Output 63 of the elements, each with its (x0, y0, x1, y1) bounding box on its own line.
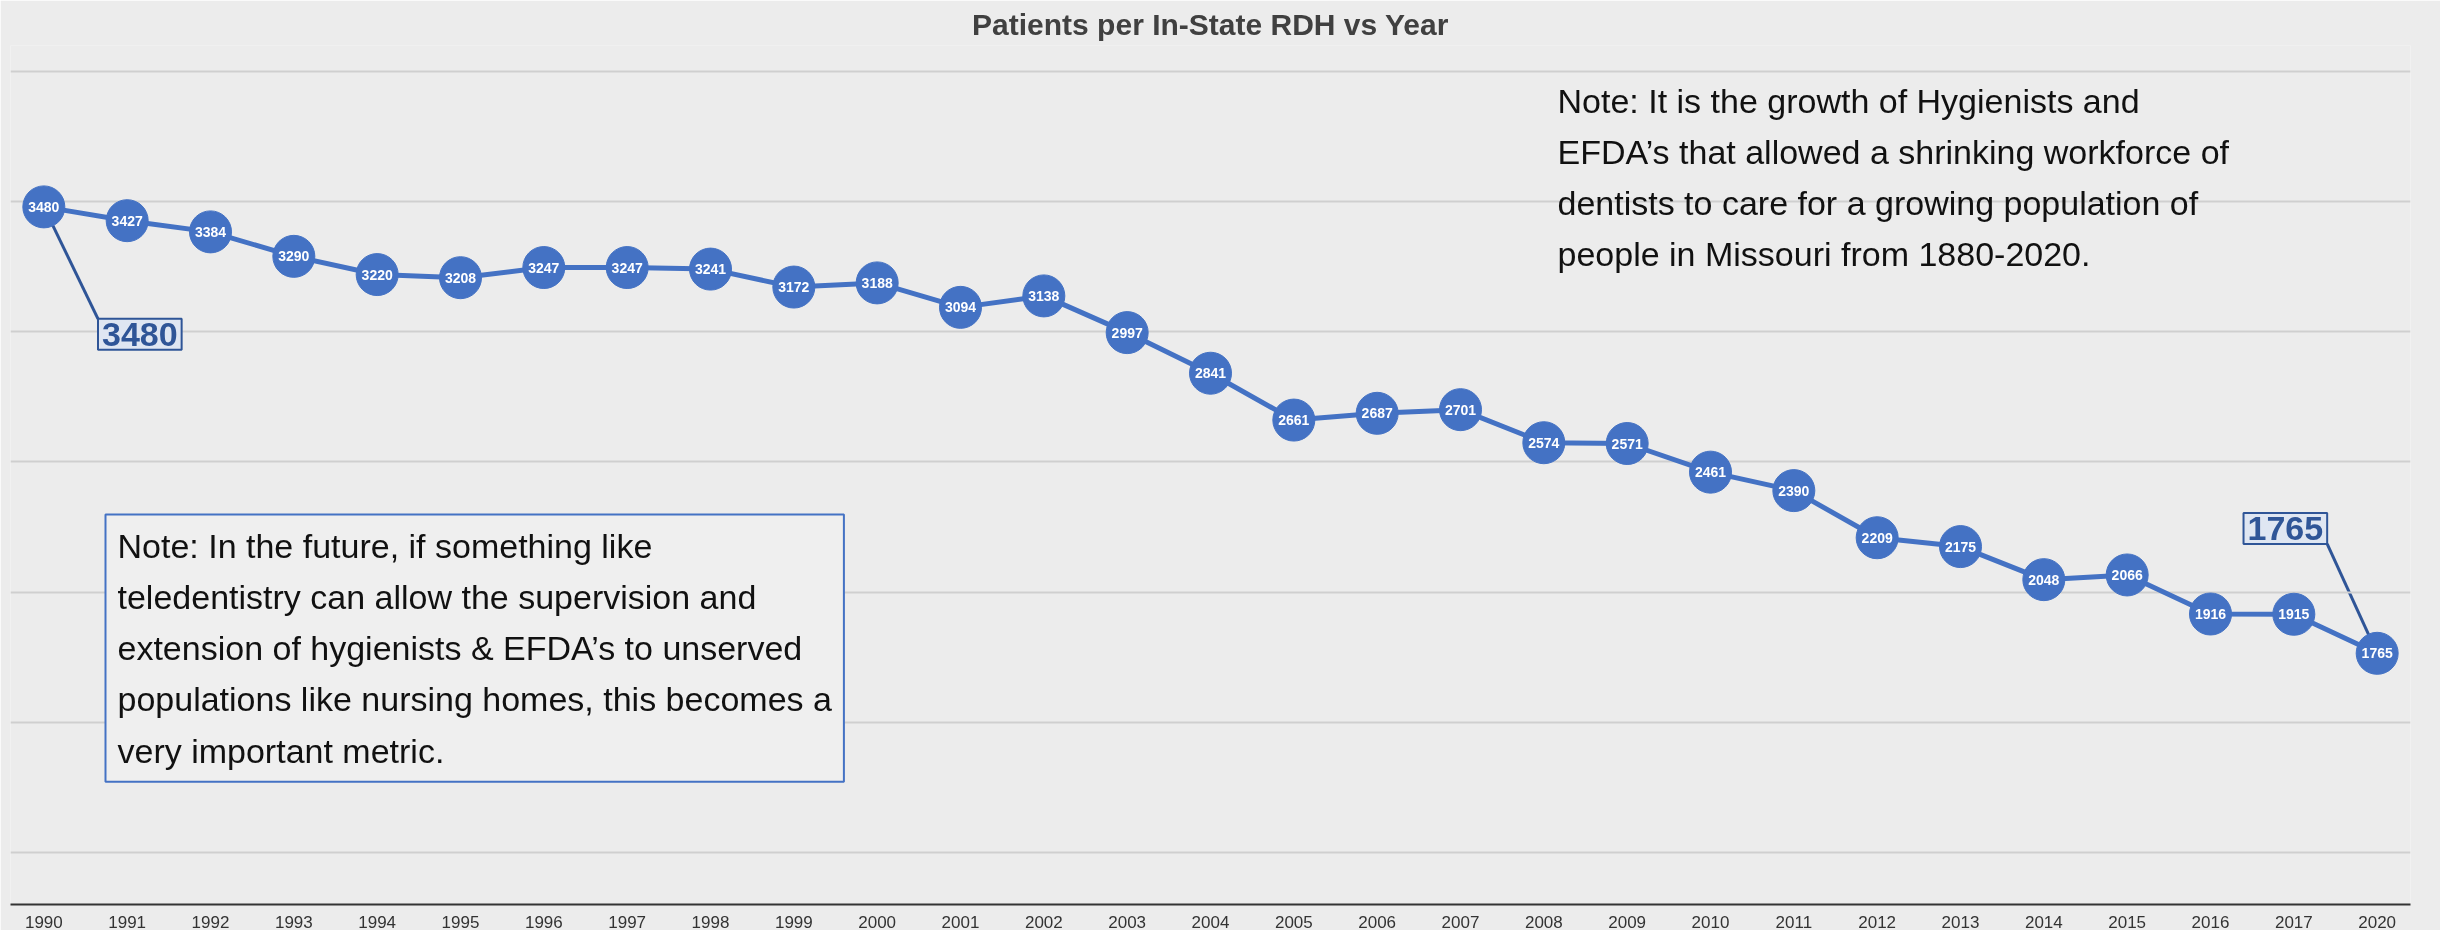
data-label: 2661 (1278, 412, 1310, 429)
data-label: 1915 (2278, 606, 2310, 623)
x-tick-label: 1997 (608, 912, 647, 932)
data-label: 3208 (444, 269, 477, 286)
x-tick-label: 1995 (441, 912, 480, 932)
x-tick-label: 2008 (1524, 912, 1563, 932)
x-tick-label: 2005 (1274, 912, 1313, 932)
data-label: 2571 (1611, 435, 1643, 452)
data-label: 2997 (1111, 324, 1143, 341)
data-label: 3247 (611, 259, 643, 276)
data-label: 2701 (1444, 401, 1477, 418)
x-tick-label: 2011 (1775, 912, 1813, 932)
data-label: 2209 (1861, 529, 1893, 546)
data-label: 1916 (2194, 606, 2227, 622)
data-label: 3220 (361, 266, 393, 283)
x-tick-label: 1991 (108, 912, 147, 932)
annotation: 3480 (102, 314, 178, 353)
data-label: 1765 (2361, 645, 2393, 662)
data-label: 3247 (528, 259, 560, 276)
x-tick-label: 1992 (191, 912, 230, 932)
x-tick-label: 2013 (1941, 912, 1980, 932)
x-tick-label: 2009 (1608, 912, 1647, 932)
data-label: 2390 (1778, 482, 1810, 499)
x-tick-label: 2017 (2274, 912, 2313, 932)
x-tick-label: 1996 (524, 912, 563, 932)
x-tick-label: 2020 (2358, 912, 2397, 932)
x-tick-label: 2002 (1024, 912, 1063, 932)
annotation: Note: It is the growth of Hygienists and EFDA’s that allowed a shrinking workforce of dentists to care for a growing population of people in Missouri from 1880-2020. (1557, 81, 2230, 274)
x-tick-label: 1993 (274, 912, 313, 932)
chart-title: Patients per In-State RDH vs Year (972, 7, 1449, 41)
data-label: 3094 (944, 299, 977, 316)
data-label: 3384 (194, 223, 227, 240)
data-label: 2461 (1694, 464, 1727, 481)
x-tick-label: 2014 (2024, 912, 2063, 932)
x-tick-label: 2006 (1358, 912, 1397, 932)
x-tick-label: 2001 (941, 912, 980, 932)
data-label: 2175 (1944, 538, 1977, 555)
data-label: 2048 (2028, 571, 2060, 588)
x-tick-label: 2007 (1441, 912, 1480, 932)
data-label: 2066 (2111, 566, 2143, 583)
data-label: 3188 (861, 274, 893, 291)
x-tick-label: 2012 (1858, 912, 1897, 932)
x-tick-label: 2016 (2191, 912, 2230, 932)
annotation: 1765 (2247, 508, 2324, 547)
x-tick-label: 1994 (358, 912, 397, 932)
data-label: 3241 (694, 261, 727, 278)
x-tick-label: 2004 (1191, 912, 1230, 932)
data-label: 3480 (28, 198, 60, 215)
x-tick-label: 2010 (1691, 912, 1730, 932)
data-label: 2687 (1361, 405, 1393, 422)
data-label: 3427 (111, 212, 143, 229)
data-label: 3290 (278, 248, 310, 265)
data-label: 3172 (778, 279, 810, 296)
x-tick-label: 1990 (24, 912, 63, 932)
x-tick-label: 2003 (1108, 912, 1147, 932)
x-tick-label: 2015 (2108, 912, 2147, 932)
x-tick-label: 1998 (691, 912, 730, 932)
x-tick-label: 1999 (774, 912, 813, 932)
x-tick-label: 2000 (858, 912, 897, 932)
data-label: 2574 (1528, 434, 1560, 451)
data-label: 3138 (1028, 287, 1060, 304)
data-label: 2841 (1194, 365, 1227, 382)
annotation: Note: In the future, if something like teledentistry can allow the supervision and extension of hygienists & EFDA’s to unserved populations like nursing homes, this becomes a very important metric. (117, 526, 832, 770)
